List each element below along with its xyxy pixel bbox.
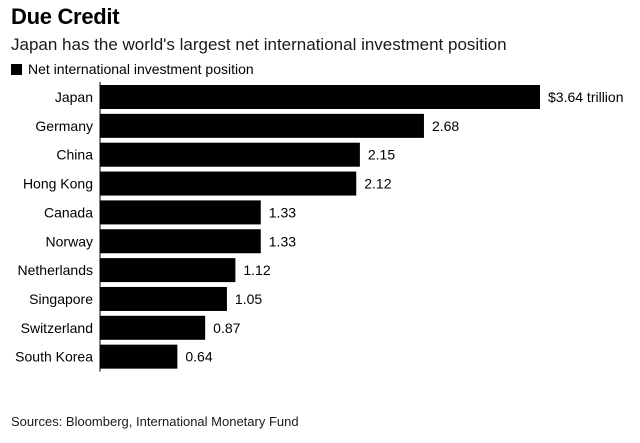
bar-netherlands bbox=[100, 258, 236, 283]
category-label: Hong Kong bbox=[23, 176, 93, 192]
chart-subtitle: Japan has the world's largest net intern… bbox=[11, 35, 507, 54]
chart-legend: Net international investment position bbox=[11, 61, 254, 77]
source-note: Sources: Bloomberg, International Moneta… bbox=[11, 414, 299, 429]
value-label: 2.12 bbox=[364, 176, 391, 192]
value-label: 1.12 bbox=[243, 262, 270, 278]
bar-singapore bbox=[100, 286, 227, 311]
category-label: Switzerland bbox=[21, 320, 93, 336]
category-label: Netherlands bbox=[18, 262, 94, 278]
bar-south-korea bbox=[100, 344, 178, 369]
bar-japan bbox=[100, 85, 540, 109]
category-label: Germany bbox=[35, 118, 93, 134]
value-label: 2.68 bbox=[432, 118, 459, 134]
chart-title: Due Credit bbox=[11, 4, 120, 29]
bar-china bbox=[100, 142, 360, 167]
bar-germany bbox=[100, 113, 424, 138]
category-label: China bbox=[56, 147, 93, 163]
value-label: 1.33 bbox=[269, 204, 296, 220]
category-label: Canada bbox=[44, 204, 93, 220]
bar-norway bbox=[100, 229, 261, 254]
bar-switzerland bbox=[100, 315, 206, 340]
value-label: $3.64 trillion bbox=[548, 89, 624, 105]
bar-hong-kong bbox=[100, 171, 357, 196]
value-label: 1.05 bbox=[235, 291, 262, 307]
value-label: 1.33 bbox=[269, 233, 296, 249]
category-label: Singapore bbox=[29, 291, 93, 307]
category-label: South Korea bbox=[15, 349, 93, 365]
legend-label: Net international investment position bbox=[28, 61, 254, 77]
value-label: 2.15 bbox=[368, 147, 395, 163]
value-label: 0.87 bbox=[213, 320, 240, 336]
bar-canada bbox=[100, 200, 261, 225]
value-label: 0.64 bbox=[185, 349, 212, 365]
category-label: Norway bbox=[46, 233, 93, 249]
category-label: Japan bbox=[55, 89, 93, 105]
legend-swatch bbox=[11, 63, 22, 75]
